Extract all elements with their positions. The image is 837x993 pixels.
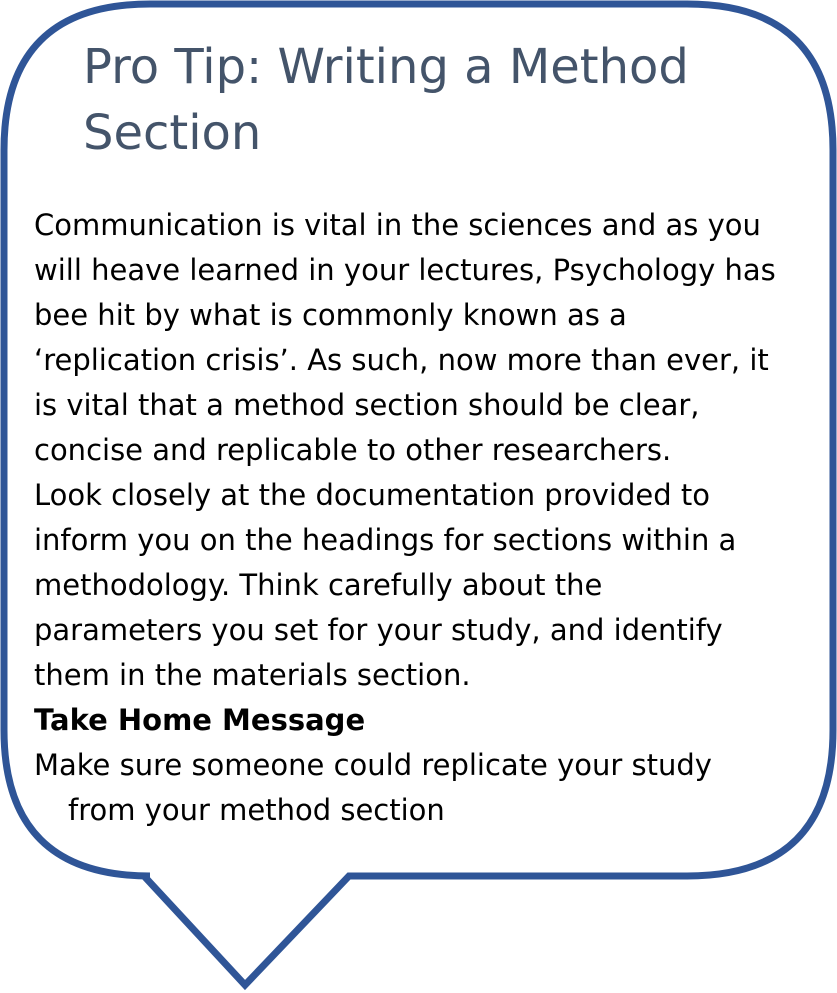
body-line: Communication is vital in the sciences a… [34, 208, 761, 242]
body-line: methodology. Think carefully about the [34, 568, 603, 602]
body-line: is vital that a method section should be… [34, 388, 700, 422]
body-line: bee hit by what is commonly known as a [34, 298, 627, 332]
body-line: concise and replicable to other research… [34, 433, 672, 467]
title-line-1: Pro Tip: Writing a Method [83, 39, 689, 95]
body-line: Look closely at the documentation provid… [34, 478, 710, 512]
body-line: ‘replication crisis’. As such, now more … [34, 343, 769, 377]
take-home-heading: Take Home Message [34, 703, 366, 737]
body-line: will heave learned in your lectures, Psy… [34, 253, 776, 287]
title-line-2: Section [83, 105, 262, 161]
callout-body: Communication is vital in the sciences a… [34, 203, 824, 833]
body-line: parameters you set for your study, and i… [34, 613, 723, 647]
take-home-line: Make sure someone could replicate your s… [34, 748, 712, 782]
body-line: them in the materials section. [34, 658, 471, 692]
callout-title: Pro Tip: Writing a Method Section [83, 34, 783, 166]
body-line: inform you on the headings for sections … [34, 523, 737, 557]
take-home-line: from your method section [68, 793, 445, 827]
